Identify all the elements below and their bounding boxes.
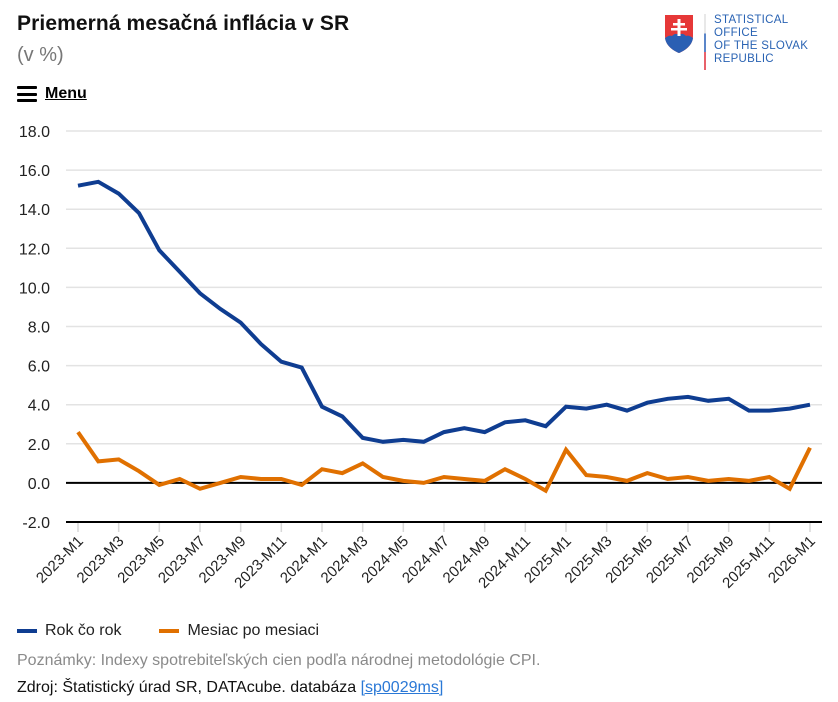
chart-title: Priemerná mesačná inflácia v SR bbox=[17, 12, 350, 35]
series-line-yoy bbox=[77, 179, 811, 444]
y-tick-label: 6.0 bbox=[28, 359, 50, 376]
y-tick-label: 12.0 bbox=[19, 241, 50, 258]
logo-line: REPUBLIC bbox=[714, 53, 774, 65]
y-axis-ticks: 18.0 16.0 14.0 12.0 10.0 8.0 6.0 4.0 2.0 0.0 -2.0 bbox=[19, 124, 50, 532]
y-tick-label: 2.0 bbox=[28, 437, 50, 454]
source-text: Zdroj: Štatistický úrad SR, DATAcube. da… bbox=[17, 679, 361, 696]
statistical-office-logo: STATISTICAL OFFICE OF THE SLOVAK REPUBLI… bbox=[664, 14, 808, 70]
logo-line: STATISTICAL bbox=[714, 14, 789, 26]
logo-divider bbox=[704, 14, 706, 70]
chart-source: Zdroj: Štatistický úrad SR, DATAcube. da… bbox=[17, 679, 443, 697]
chart-note: Poznámky: Indexy spotrebiteľských cien p… bbox=[17, 652, 541, 669]
slovak-coat-of-arms-icon bbox=[665, 15, 693, 53]
line-chart: 18.016.014.012.010.08.06.04.02.00.0-2.0 … bbox=[19, 124, 822, 592]
menu-button[interactable]: Menu bbox=[17, 85, 87, 103]
legend-item-yoy[interactable]: Rok čo rok bbox=[17, 622, 121, 640]
legend-swatch-mom bbox=[159, 629, 180, 633]
y-tick-label: 4.0 bbox=[28, 398, 50, 415]
y-tick-label: 18.0 bbox=[19, 124, 50, 141]
logo-line: OF THE SLOVAK bbox=[714, 40, 809, 52]
y-tick-label: 8.0 bbox=[28, 320, 50, 337]
chart-subtitle: (v %) bbox=[17, 44, 64, 66]
logo-line: OFFICE bbox=[714, 27, 758, 39]
legend-label-mom: Mesiac po mesiaci bbox=[187, 622, 320, 639]
y-tick-label: 0.0 bbox=[28, 476, 50, 493]
legend-item-mom[interactable]: Mesiac po mesiaci bbox=[159, 622, 319, 640]
chart-legend: Rok čo rok Mesiac po mesiaci bbox=[17, 622, 357, 640]
hamburger-icon bbox=[17, 86, 37, 102]
logo-text: STATISTICAL OFFICE OF THE SLOVAK REPUBLI… bbox=[714, 14, 808, 66]
y-tick-label: 16.0 bbox=[19, 163, 50, 180]
legend-swatch-yoy bbox=[17, 629, 37, 633]
menu-label: Menu bbox=[45, 85, 87, 102]
series-lines bbox=[76, 179, 812, 494]
source-link[interactable]: [sp0029ms] bbox=[360, 679, 444, 696]
grid-lines bbox=[66, 130, 822, 523]
legend-label-yoy: Rok čo rok bbox=[45, 622, 122, 639]
x-axis-ticks: 2023-M12023-M32023-M52023-M72023-M92023-… bbox=[33, 523, 819, 592]
y-tick-label: 14.0 bbox=[19, 202, 50, 219]
y-tick-label: -2.0 bbox=[22, 515, 50, 532]
y-tick-label: 10.0 bbox=[19, 280, 50, 297]
